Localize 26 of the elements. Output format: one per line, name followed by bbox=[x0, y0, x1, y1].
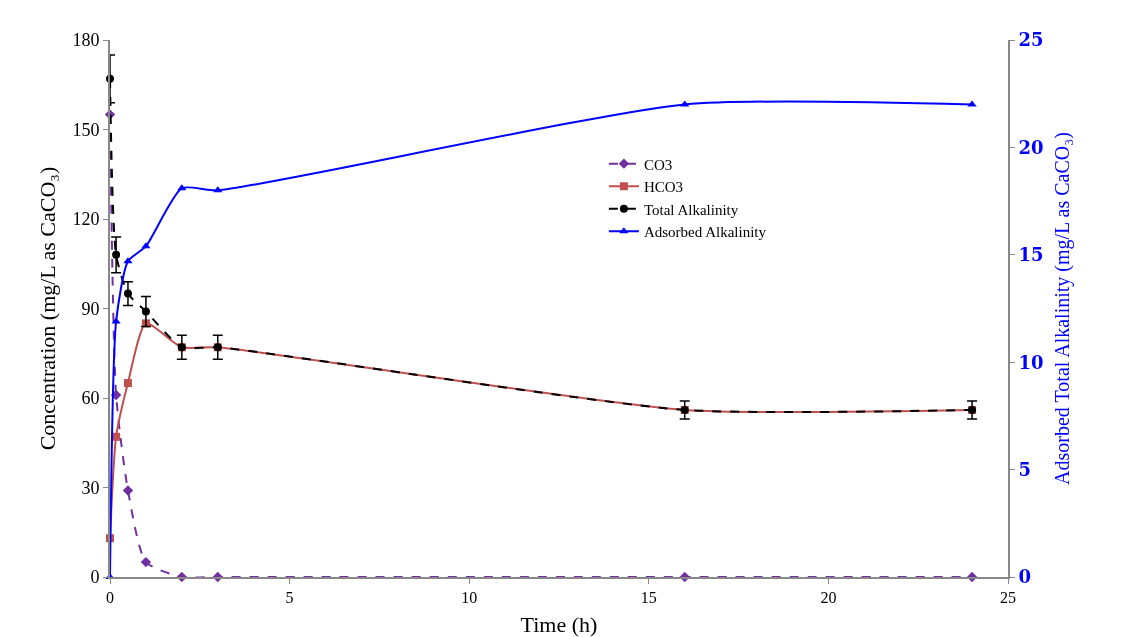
x-tick-label: 0 bbox=[106, 589, 114, 607]
y-tick-label: 180 bbox=[72, 30, 100, 51]
y-axis-title: Concentration (mg/L as CaCO₃) bbox=[35, 166, 60, 451]
y-tick-label: 150 bbox=[72, 119, 100, 140]
legend-label: Adsorbed Alkalinity bbox=[643, 224, 767, 240]
x-tick-label: 10 bbox=[461, 589, 478, 607]
x-tick-label: 25 bbox=[1000, 589, 1016, 607]
y-tick-label: 30 bbox=[81, 477, 100, 498]
legend-label: Total Alkalinity bbox=[643, 201, 739, 218]
y-tick-label: 0 bbox=[90, 567, 100, 588]
y-tick-label: 120 bbox=[72, 209, 100, 230]
y2-tick-label: 25 bbox=[1018, 29, 1044, 51]
legend-label: HCO3 bbox=[643, 179, 684, 195]
y-tick-label: 90 bbox=[81, 298, 100, 319]
y2-tick-label: 20 bbox=[1018, 136, 1044, 158]
x-tick-label: 15 bbox=[640, 589, 657, 607]
x-tick-label: 20 bbox=[820, 589, 837, 607]
x-axis-title: Time (h) bbox=[520, 612, 598, 637]
y2-tick-label: 5 bbox=[1018, 458, 1032, 480]
y2-tick-label: 0 bbox=[1018, 566, 1032, 588]
x-tick-label: 5 bbox=[285, 589, 294, 607]
y2-tick-label: 10 bbox=[1018, 351, 1044, 373]
y-tick-label: 60 bbox=[81, 388, 100, 409]
y2-tick-label: 15 bbox=[1018, 244, 1044, 266]
y2-axis-title: Adsorbed Total Alkalinity (mg/L as CaCO₃) bbox=[1051, 132, 1074, 485]
legend-label: CO3 bbox=[643, 156, 673, 173]
